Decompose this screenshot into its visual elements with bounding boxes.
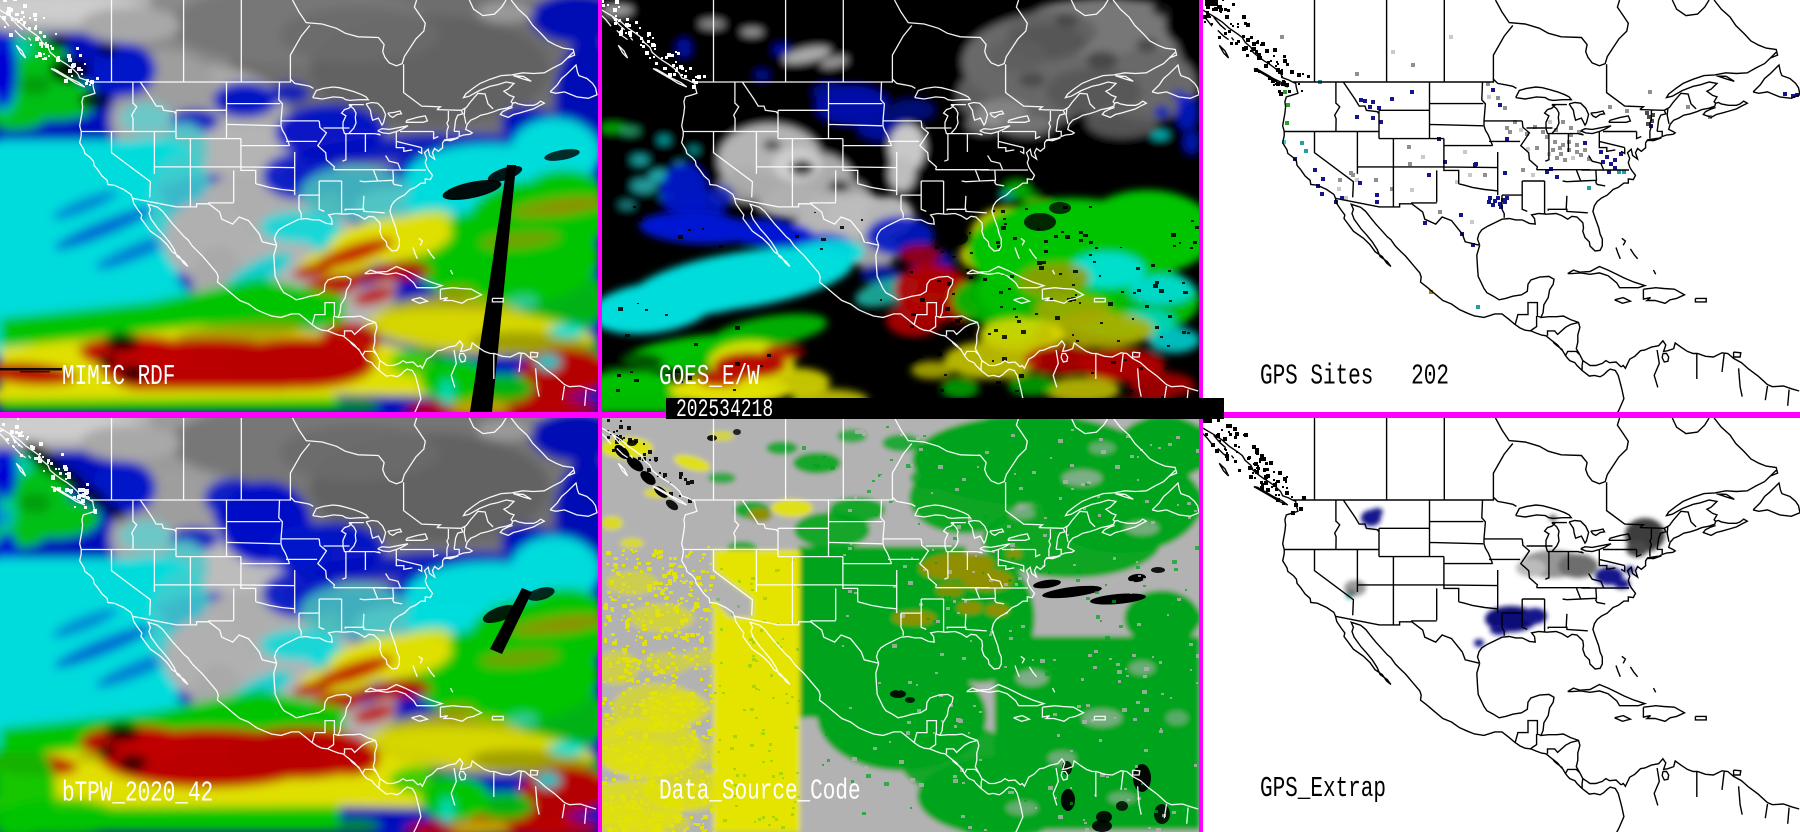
svg-text:GPS_Extrap: GPS_Extrap	[1260, 773, 1386, 805]
svg-text:bTPW_2020_42: bTPW_2020_42	[62, 778, 213, 810]
svg-text:GPS Sites 202: GPS Sites 202	[1260, 361, 1449, 393]
svg-text:MIMIC RDF: MIMIC RDF	[62, 361, 175, 393]
svg-text:GOES_E/W: GOES_E/W	[659, 361, 760, 393]
svg-text:Data_Source_Code: Data_Source_Code	[659, 776, 861, 808]
svg-text:202534218: 202534218	[676, 398, 773, 419]
